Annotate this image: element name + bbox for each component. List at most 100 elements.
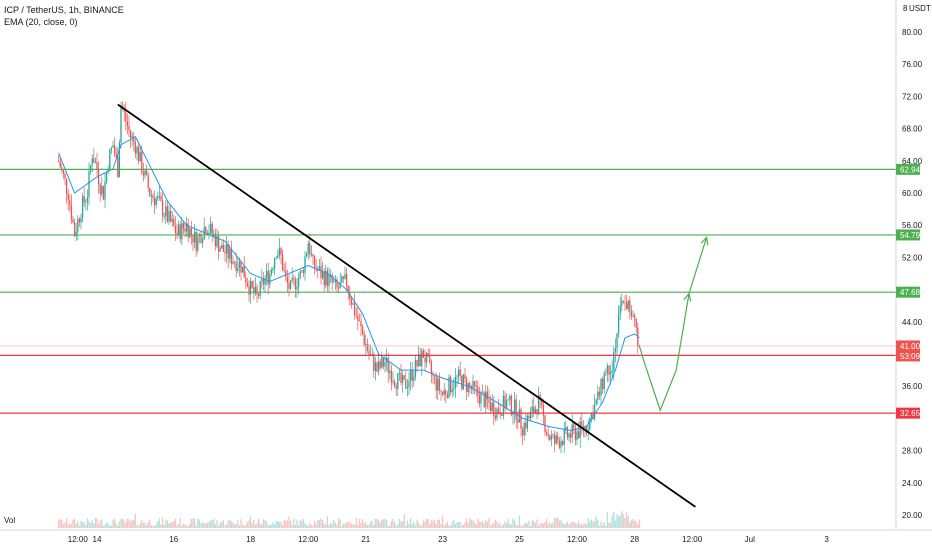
candle-body xyxy=(165,206,167,217)
drawings[interactable] xyxy=(117,103,709,508)
downtrend-line[interactable] xyxy=(117,103,696,508)
candle-body xyxy=(497,408,500,413)
volume-bar xyxy=(589,521,591,528)
volume-bar xyxy=(254,524,257,528)
resistance-1-tag[interactable] xyxy=(896,163,920,175)
countdown-label: 53:09 xyxy=(900,352,921,361)
candle-body xyxy=(533,406,535,414)
volume-bar xyxy=(349,521,351,528)
volume-bar xyxy=(552,522,554,528)
candle-body xyxy=(526,415,529,429)
candle-body xyxy=(185,223,188,232)
volume-bar xyxy=(541,523,543,528)
volume-bar xyxy=(145,524,148,528)
resistance-3-tag[interactable] xyxy=(896,286,920,298)
symbol-title[interactable]: ICP / TetherUS, 1h, BINANCE xyxy=(4,5,124,15)
volume-bar xyxy=(456,522,458,528)
candle-body xyxy=(414,359,417,377)
volume-bar xyxy=(307,525,309,528)
volume-bar xyxy=(206,522,209,528)
candle-body xyxy=(291,277,293,281)
volume-bar xyxy=(393,521,396,528)
candle-body xyxy=(374,362,377,371)
volume-bar xyxy=(101,519,103,528)
candle-body xyxy=(469,382,471,387)
candle-body xyxy=(403,375,405,380)
volume-bar xyxy=(616,514,618,528)
candle-body xyxy=(549,436,551,440)
volume-bar xyxy=(590,519,593,528)
volume-bar xyxy=(454,524,457,528)
volume-bar xyxy=(545,518,548,528)
volume-bar xyxy=(369,520,372,528)
candle-body xyxy=(483,392,485,408)
candle-body xyxy=(449,377,452,393)
volume-bar xyxy=(224,525,226,528)
volume-bar xyxy=(273,524,276,528)
volume-bar xyxy=(601,524,604,528)
resistance-2-tag-label: 54.79 xyxy=(900,231,921,240)
candle-body xyxy=(603,373,605,390)
time-axis[interactable]: 12:00 14 16 18 12:00 21 23 25 12:00 28 12:00 Jul 3 xyxy=(0,529,932,544)
volume-bar xyxy=(502,524,505,528)
volume-bar xyxy=(467,523,469,528)
resistance-2-tag[interactable] xyxy=(896,229,920,241)
volume-bar xyxy=(339,519,341,528)
candle-body xyxy=(563,429,565,445)
volume-bar xyxy=(70,524,73,528)
candle-body xyxy=(147,174,149,188)
candle-body xyxy=(224,251,226,254)
volume-bar xyxy=(189,523,191,528)
candle-body xyxy=(209,223,212,233)
current-price-label: 41.00 xyxy=(900,342,921,351)
candle-body xyxy=(149,187,151,197)
volume-bar xyxy=(291,525,293,528)
time-tick-label: 18 xyxy=(246,535,255,544)
price-axis[interactable]: 8 USDT 80.00 76.00 72.00 68.00 64.00 60.00 56.00… xyxy=(895,0,932,530)
volume-bar xyxy=(577,521,580,528)
volume-bar xyxy=(433,519,436,528)
candle-body xyxy=(565,427,567,430)
current-price-tag[interactable] xyxy=(896,340,920,362)
candle-body xyxy=(541,398,543,405)
candle-body xyxy=(545,432,548,434)
candle-body xyxy=(389,370,391,373)
candle-body xyxy=(473,381,476,386)
candle-body xyxy=(237,267,239,272)
ema-indicator-label[interactable]: EMA (20, close, 0) xyxy=(4,17,78,27)
volume-bar xyxy=(128,519,130,528)
volume-bar xyxy=(133,520,135,528)
volume-bar xyxy=(150,525,153,528)
volume-bar xyxy=(110,525,113,528)
candle-body xyxy=(513,399,516,414)
candle-body xyxy=(571,424,573,438)
candle-body xyxy=(352,303,354,305)
candle-body xyxy=(366,344,369,351)
volume-label[interactable]: Vol xyxy=(4,516,16,525)
candle-body xyxy=(520,409,522,429)
candle-body xyxy=(96,161,98,170)
volume-bar xyxy=(624,518,626,528)
candle-body xyxy=(101,185,103,195)
candle-body xyxy=(251,280,253,288)
volume-bar xyxy=(478,520,481,528)
volume-bar xyxy=(536,519,538,528)
candle-body xyxy=(590,412,593,418)
volume-bar xyxy=(368,524,370,528)
volume-bar xyxy=(613,511,615,528)
volume-bar xyxy=(533,520,535,528)
projection-path[interactable] xyxy=(638,237,708,413)
currency-label[interactable]: USDT xyxy=(909,4,931,13)
candle-body xyxy=(419,354,421,367)
volume-bar xyxy=(99,520,101,528)
price-tick-label: 44.00 xyxy=(902,318,923,327)
candle-body xyxy=(611,370,613,373)
horizontal-levels[interactable] xyxy=(0,168,896,414)
support-2-tag[interactable] xyxy=(896,407,920,419)
volume-bar xyxy=(355,518,357,528)
candle-body xyxy=(317,270,319,271)
volume-bar xyxy=(385,519,388,528)
volume-bar xyxy=(265,521,268,528)
candle-body xyxy=(613,352,615,371)
